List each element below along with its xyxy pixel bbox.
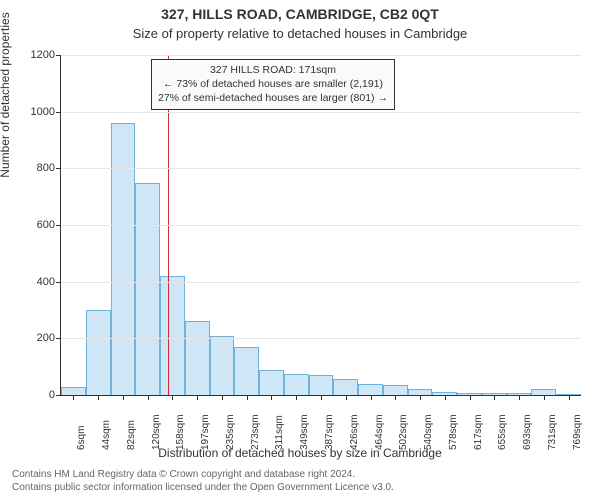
- ytick-mark: [56, 168, 61, 169]
- xtick-label: 540sqm: [423, 390, 434, 450]
- xtick-mark: [172, 395, 173, 400]
- xtick-mark: [321, 395, 322, 400]
- xtick-label: 731sqm: [547, 390, 558, 450]
- xtick-mark: [470, 395, 471, 400]
- xtick-mark: [123, 395, 124, 400]
- ytick-label: 400: [21, 276, 55, 288]
- ytick-label: 200: [21, 332, 55, 344]
- ytick-label: 0: [21, 389, 55, 401]
- callout-line3: 27% of semi-detached houses are larger (…: [158, 91, 388, 105]
- xtick-label: 158sqm: [175, 390, 186, 450]
- histogram-bar: [160, 276, 185, 395]
- xtick-label: 197sqm: [200, 390, 211, 450]
- xtick-mark: [519, 395, 520, 400]
- xtick-mark: [247, 395, 248, 400]
- ytick-mark: [56, 112, 61, 113]
- ytick-mark: [56, 395, 61, 396]
- xtick-mark: [197, 395, 198, 400]
- plot-area: 327 HILLS ROAD: 171sqm ← 73% of detached…: [60, 55, 581, 396]
- ytick-label: 600: [21, 219, 55, 231]
- histogram-bar: [210, 336, 235, 396]
- histogram-bar: [185, 321, 210, 395]
- callout-box: 327 HILLS ROAD: 171sqm ← 73% of detached…: [151, 59, 395, 110]
- xtick-mark: [222, 395, 223, 400]
- gridline-h: [61, 112, 581, 113]
- x-axis-label: Distribution of detached houses by size …: [0, 446, 600, 460]
- xtick-label: 44sqm: [101, 390, 112, 450]
- xtick-label: 387sqm: [324, 390, 335, 450]
- callout-line2: ← 73% of detached houses are smaller (2,…: [158, 77, 388, 91]
- xtick-label: 464sqm: [374, 390, 385, 450]
- histogram-bar: [135, 183, 160, 396]
- chart-container: 327, HILLS ROAD, CAMBRIDGE, CB2 0QT Size…: [0, 0, 600, 500]
- y-axis-label: Number of detached properties: [0, 0, 12, 245]
- gridline-h: [61, 225, 581, 226]
- footer-line1: Contains HM Land Registry data © Crown c…: [12, 469, 394, 482]
- xtick-mark: [371, 395, 372, 400]
- xtick-label: 273sqm: [250, 390, 261, 450]
- xtick-mark: [296, 395, 297, 400]
- xtick-label: 120sqm: [151, 390, 162, 450]
- xtick-mark: [544, 395, 545, 400]
- gridline-h: [61, 338, 581, 339]
- ytick-label: 1200: [21, 49, 55, 61]
- xtick-mark: [569, 395, 570, 400]
- xtick-mark: [494, 395, 495, 400]
- xtick-label: 617sqm: [473, 390, 484, 450]
- callout-line1: 327 HILLS ROAD: 171sqm: [158, 63, 388, 77]
- xtick-label: 426sqm: [349, 390, 360, 450]
- xtick-mark: [445, 395, 446, 400]
- footer-line2: Contains public sector information licen…: [12, 482, 394, 495]
- ytick-mark: [56, 338, 61, 339]
- footer-attribution: Contains HM Land Registry data © Crown c…: [12, 469, 394, 494]
- xtick-label: 349sqm: [299, 390, 310, 450]
- xtick-mark: [346, 395, 347, 400]
- histogram-bar: [86, 310, 111, 395]
- gridline-h: [61, 55, 581, 56]
- xtick-label: 769sqm: [572, 390, 583, 450]
- xtick-mark: [98, 395, 99, 400]
- xtick-label: 693sqm: [522, 390, 533, 450]
- page-title: 327, HILLS ROAD, CAMBRIDGE, CB2 0QT: [0, 6, 600, 22]
- xtick-label: 6sqm: [76, 390, 87, 450]
- xtick-label: 502sqm: [398, 390, 409, 450]
- histogram-bar: [111, 123, 136, 395]
- ytick-mark: [56, 225, 61, 226]
- xtick-mark: [420, 395, 421, 400]
- histogram-bar: [234, 347, 259, 395]
- ytick-mark: [56, 282, 61, 283]
- xtick-label: 82sqm: [126, 390, 137, 450]
- ytick-label: 800: [21, 162, 55, 174]
- page-subtitle: Size of property relative to detached ho…: [0, 26, 600, 41]
- xtick-mark: [148, 395, 149, 400]
- xtick-label: 578sqm: [448, 390, 459, 450]
- gridline-h: [61, 168, 581, 169]
- xtick-mark: [395, 395, 396, 400]
- xtick-label: 655sqm: [497, 390, 508, 450]
- xtick-label: 235sqm: [225, 390, 236, 450]
- gridline-h: [61, 282, 581, 283]
- xtick-label: 311sqm: [274, 390, 285, 450]
- ytick-label: 1000: [21, 106, 55, 118]
- ytick-mark: [56, 55, 61, 56]
- xtick-mark: [73, 395, 74, 400]
- xtick-mark: [271, 395, 272, 400]
